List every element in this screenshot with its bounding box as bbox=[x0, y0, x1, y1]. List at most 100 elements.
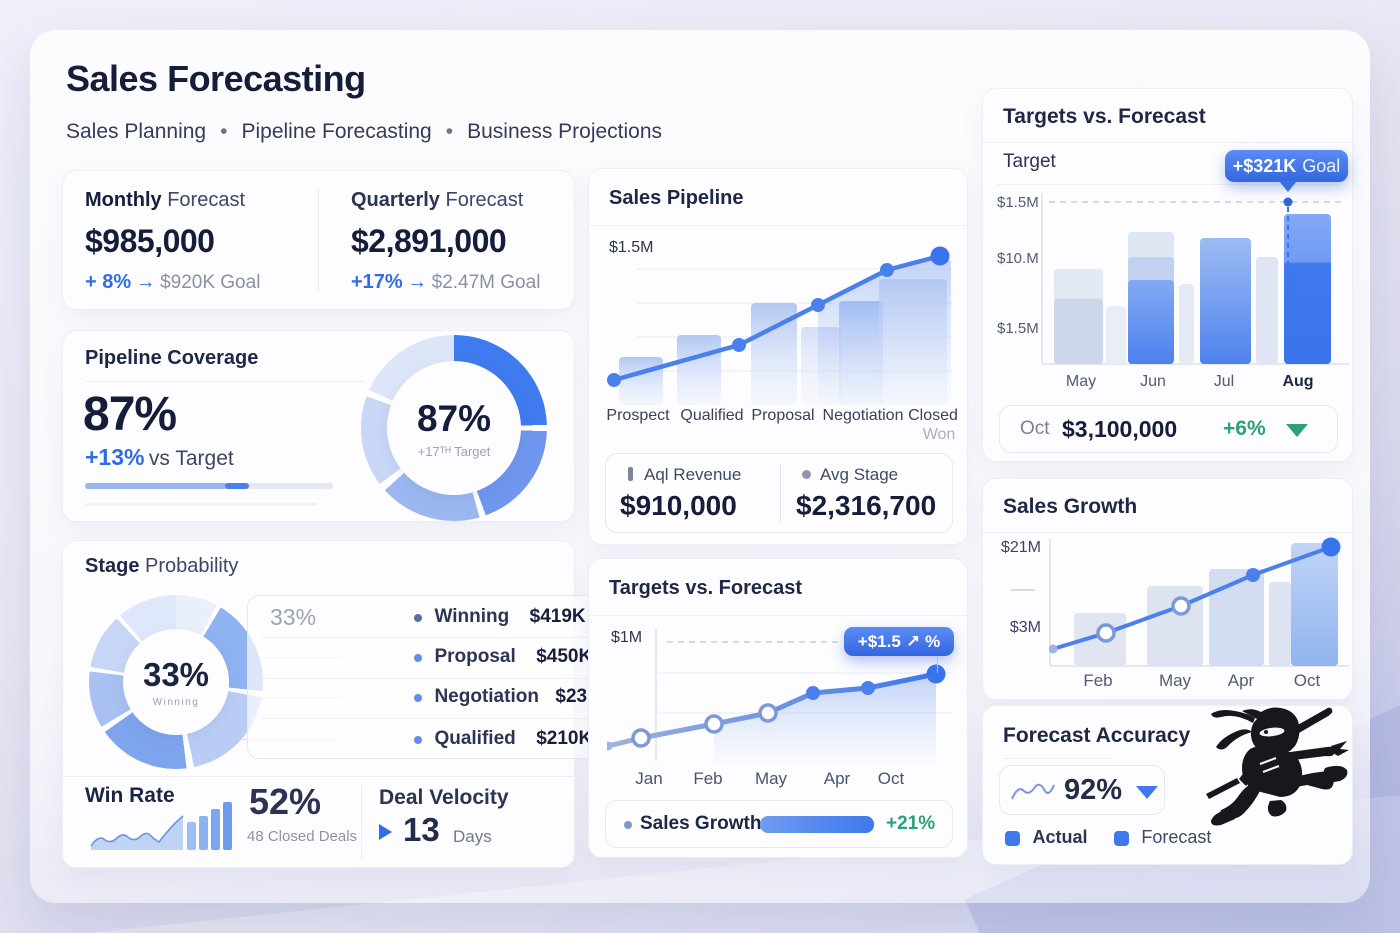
bar-icon bbox=[628, 467, 633, 481]
breadcrumb-item: Pipeline Forecasting bbox=[241, 120, 432, 143]
pipeline-coverage-card: Pipeline Coverage 87% +13% vs Target 87%… bbox=[62, 330, 575, 522]
stage-probability-card: Stage Probability 33% Winning 33% Winnin… bbox=[62, 540, 619, 868]
coverage-progress-head bbox=[225, 483, 249, 489]
sales-growth-bar bbox=[760, 816, 874, 833]
x-tick-sub: Won bbox=[922, 426, 956, 443]
stage-donut-chart: 33% Winning bbox=[89, 595, 263, 769]
ninja-illustration bbox=[1206, 707, 1349, 826]
sales-growth-delta: +21% bbox=[886, 813, 936, 834]
targets-forecast-right-title: Targets vs. Forecast bbox=[1003, 105, 1206, 128]
badge-connector bbox=[937, 656, 938, 673]
chevron-down-icon[interactable] bbox=[1136, 786, 1158, 799]
win-rate-label: Win Rate bbox=[85, 784, 175, 807]
separator-dot: • bbox=[220, 120, 228, 143]
monthly-forecast-delta: + 8% → $920K Goal bbox=[85, 271, 261, 293]
coverage-donut-value: 87% bbox=[416, 397, 492, 439]
monthly-forecast-label: Monthly Forecast bbox=[85, 189, 246, 211]
divider bbox=[780, 464, 781, 524]
coverage-delta: +13% vs Target bbox=[85, 444, 234, 470]
sales-growth-chart bbox=[1048, 537, 1349, 668]
monthly-forecast-value: $985,000 bbox=[85, 223, 215, 259]
legend-swatch-forecast bbox=[1113, 831, 1129, 846]
stat-month: Oct bbox=[1020, 418, 1050, 439]
legend-label-actual: Actual bbox=[1032, 827, 1088, 847]
bullet-icon bbox=[414, 614, 422, 622]
x-tick: Negotiation bbox=[822, 407, 904, 424]
accuracy-stat-box: 92% bbox=[999, 765, 1165, 815]
arrow-right-icon: → bbox=[135, 271, 156, 293]
goal-badge: +$321K Goal bbox=[1225, 150, 1348, 182]
sales-growth-card: Sales Growth $21M $3M Feb May Apr Oct bbox=[982, 478, 1354, 700]
divider bbox=[262, 678, 606, 679]
bullet-icon bbox=[414, 694, 422, 702]
divider bbox=[361, 785, 362, 859]
stage-probability-title: Stage Probability bbox=[85, 555, 239, 577]
x-tick: Apr bbox=[823, 769, 851, 788]
coverage-donut-chart: 87% +17ᵀᴴ Target bbox=[361, 335, 547, 521]
legend-swatch-actual bbox=[1005, 831, 1020, 846]
x-tick: Proposal bbox=[751, 407, 815, 424]
x-tick: Feb bbox=[693, 769, 723, 788]
sales-pipeline-title: Sales Pipeline bbox=[609, 187, 744, 209]
page-title: Sales Forecasting bbox=[66, 58, 366, 99]
targets-forecast-mid-title: Targets vs. Forecast bbox=[609, 577, 803, 599]
divider bbox=[983, 532, 1354, 533]
x-tick: Apr bbox=[1227, 671, 1255, 690]
y-tick: $3M bbox=[1009, 619, 1041, 636]
stage-donut-value: 33% bbox=[142, 656, 210, 693]
legend-item-qualified[interactable]: Qualified $210K bbox=[414, 728, 592, 750]
accuracy-legend: Actual Forecast bbox=[1005, 827, 1211, 851]
breadcrumb: Sales Planning • Pipeline Forecasting • Busi… bbox=[66, 120, 662, 144]
divider bbox=[63, 776, 576, 777]
targets-forecast-right-card: Targets vs. Forecast Target +$321K Goal … bbox=[982, 88, 1354, 462]
targets-forecast-mid-chart bbox=[603, 625, 953, 763]
sales-pipeline-chart bbox=[607, 239, 953, 405]
bullet-icon bbox=[414, 654, 422, 662]
forecast-summary-card: Monthly Forecast $985,000 + 8% → $920K G… bbox=[62, 170, 575, 310]
breadcrumb-item: Sales Planning bbox=[66, 120, 207, 143]
x-tick: Closed bbox=[908, 407, 958, 424]
bullet-icon bbox=[624, 821, 632, 829]
coverage-progress-fill bbox=[85, 483, 227, 489]
legend-item-winning[interactable]: Winning $419K bbox=[414, 606, 586, 628]
oct-stat-box: Oct $3,100,000 +6% bbox=[999, 405, 1338, 453]
divider bbox=[85, 381, 365, 382]
forecast-accuracy-title: Forecast Accuracy bbox=[1003, 724, 1191, 747]
x-tick: May bbox=[1065, 373, 1097, 390]
stage-legend-box: 33% Winning $419K Proposal $450K Negotia… bbox=[247, 595, 619, 759]
chevron-down-icon[interactable] bbox=[1286, 424, 1308, 437]
x-tick: May bbox=[754, 769, 788, 788]
win-rate-sparkline bbox=[90, 802, 232, 850]
legend-item-proposal[interactable]: Proposal $450K bbox=[414, 646, 592, 668]
target-label: Target bbox=[1003, 151, 1056, 172]
y-tick: $1.5M bbox=[997, 320, 1039, 337]
y-axis-label: $1.5M bbox=[609, 239, 654, 256]
stat-delta: +6% bbox=[1223, 417, 1266, 440]
pipeline-coverage-title: Pipeline Coverage bbox=[85, 347, 259, 369]
x-tick: Oct bbox=[877, 769, 905, 788]
separator-dot: • bbox=[445, 120, 454, 143]
dot-icon bbox=[802, 470, 811, 479]
divider bbox=[589, 225, 969, 226]
x-tick-active: Aug bbox=[1282, 373, 1314, 390]
y-tick: $21M bbox=[1000, 539, 1041, 556]
divider bbox=[589, 615, 969, 616]
deal-velocity-value: 13 bbox=[403, 811, 440, 848]
forecast-badge: +$1.5 ↗ % bbox=[844, 627, 954, 656]
bullet-icon bbox=[414, 736, 422, 744]
avg-stage-value: $2,316,700 bbox=[796, 490, 937, 521]
arrow-up-right-icon: ↗ bbox=[905, 631, 921, 651]
sales-pipeline-card: Sales Pipeline $1.5M Prospect Qualified … bbox=[588, 168, 969, 545]
stage-side-value: 33% bbox=[270, 604, 317, 630]
coverage-value: 87% bbox=[83, 388, 177, 441]
accuracy-sparkline bbox=[1011, 783, 1055, 800]
y-tick: $10.M bbox=[997, 250, 1039, 267]
coverage-progress-track bbox=[85, 483, 333, 489]
x-tick: Feb bbox=[1083, 671, 1113, 690]
deal-velocity-unit: Days bbox=[453, 827, 492, 846]
stat-value: $3,100,000 bbox=[1062, 416, 1178, 442]
legend-item-negotiation[interactable]: Negotiation $23K bbox=[414, 686, 601, 708]
arrow-right-icon bbox=[379, 824, 392, 840]
divider bbox=[1003, 758, 1113, 759]
sales-growth-label: Sales Growth bbox=[640, 813, 762, 834]
